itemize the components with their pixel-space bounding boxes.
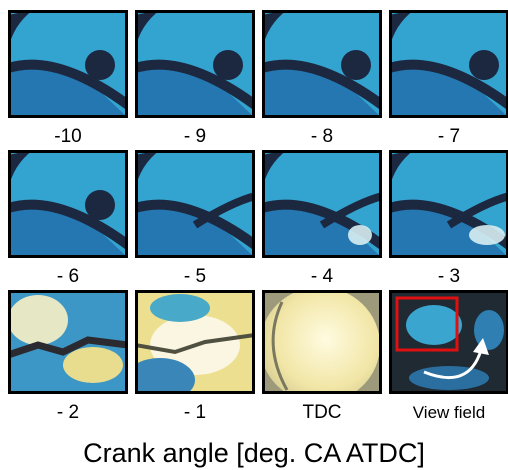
frame-label: - 9: [184, 126, 206, 147]
image-blob: [85, 190, 115, 220]
frame-label: - 1: [184, 402, 206, 423]
frame-image: [260, 287, 382, 403]
frame-image: [389, 290, 508, 394]
frame-image: [384, 10, 508, 118]
image-flame: [469, 225, 505, 245]
image-blob: [213, 50, 243, 80]
frame-label: - 2: [57, 402, 79, 423]
frame-label: - 4: [311, 266, 334, 287]
caption: Crank angle [deg. CA ATDC]: [83, 438, 425, 468]
image-flame: [260, 287, 380, 403]
frame-image: [125, 290, 255, 402]
frame-label: - 5: [184, 266, 206, 287]
frame-label: TDC: [302, 402, 341, 423]
frame-image: [257, 10, 382, 118]
image-flame: [63, 347, 123, 383]
frame-image: [257, 150, 387, 258]
frame-image: [8, 290, 128, 394]
frame-label: - 7: [438, 126, 460, 147]
image-flame: [348, 225, 372, 245]
image-region: [150, 294, 210, 322]
frame-image: [3, 10, 128, 118]
frame-grid: -10 - 9 - 8 - 7 - 6 - 5 - 4 - 3 - 2 - 1 TDC View fi…: [3, 10, 508, 423]
frame-label: - 3: [438, 266, 460, 287]
figure: -10 - 9 - 8 - 7 - 6 - 5 - 4 - 3 - 2 - 1 TDC View fi…: [0, 0, 508, 470]
frame-label: View field: [413, 403, 485, 422]
frame-image: [3, 150, 128, 258]
frame-image: [130, 150, 260, 258]
image-blob: [469, 50, 499, 80]
image-blob: [85, 50, 115, 80]
frame-image: [384, 150, 508, 258]
frame-label: - 6: [57, 266, 79, 287]
image-region: [406, 305, 462, 345]
frame-image: [130, 10, 255, 118]
image-region: [474, 310, 504, 350]
frame-label: -10: [54, 126, 81, 147]
image-blob: [341, 50, 371, 80]
frame-label: - 8: [311, 126, 333, 147]
image-flame: [8, 295, 68, 345]
